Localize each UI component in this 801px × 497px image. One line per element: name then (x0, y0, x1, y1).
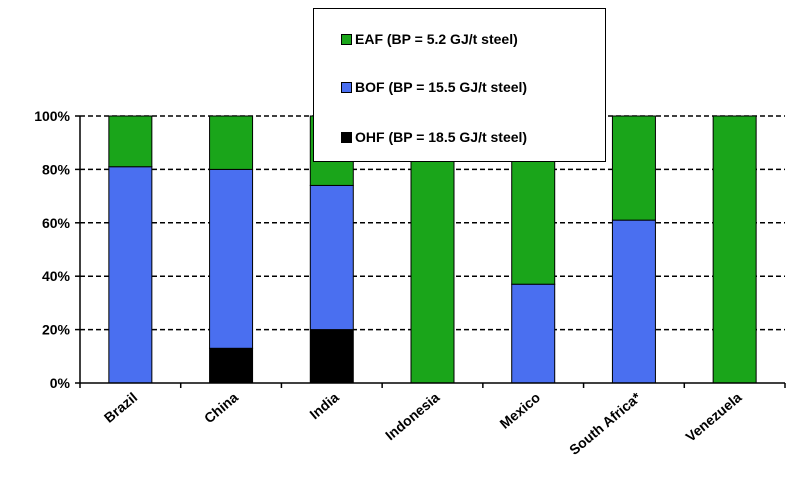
y-tick-label: 40% (42, 268, 71, 284)
legend-item-ohf: OHF (BP = 18.5 GJ/t steel) (341, 129, 527, 145)
y-tick-label: 80% (42, 161, 71, 177)
bar-segment (209, 168, 254, 349)
bar-segment (108, 115, 153, 168)
bar-segment (309, 329, 354, 384)
bar-segment (309, 184, 354, 331)
legend-swatch-eaf (341, 33, 352, 45)
x-tick-label: India (306, 389, 341, 422)
bar-segment (209, 115, 254, 170)
x-tick-label: Venezuela (682, 389, 744, 445)
bar-segment (511, 283, 556, 384)
legend-swatch-bof (341, 81, 352, 93)
legend-label-eaf: EAF (BP = 5.2 GJ/t steel) (355, 31, 518, 47)
legend-swatch-ohf (341, 131, 352, 143)
y-tick-labels: 0% 20% 40% 60% 80% 100% (34, 108, 70, 391)
x-tick-label: China (201, 389, 241, 426)
axes (79, 116, 785, 384)
bar-segment (611, 219, 656, 384)
bar-segment (209, 347, 254, 384)
x-tick-label: Mexico (496, 389, 543, 432)
legend: EAF (BP = 5.2 GJ/t steel) BOF (BP = 15.5… (313, 8, 606, 162)
y-tick-label: 20% (42, 322, 71, 338)
x-tick-labels: Brazil China India Indonesia Mexico South Afr… (79, 383, 786, 458)
legend-item-bof: BOF (BP = 15.5 GJ/t steel) (341, 79, 527, 95)
bar-segment (611, 115, 656, 221)
y-tick-label: 60% (42, 215, 71, 231)
x-tick-label: Indonesia (382, 389, 443, 443)
y-tick-label: 0% (50, 375, 71, 391)
legend-label-ohf: OHF (BP = 18.5 GJ/t steel) (355, 129, 528, 145)
x-tick-label: South Africa* (566, 389, 644, 458)
legend-label-bof: BOF (BP = 15.5 GJ/t steel) (355, 79, 528, 95)
bar-segment (712, 115, 757, 384)
bar-segment (108, 166, 153, 384)
x-tick-label: Brazil (101, 389, 140, 426)
legend-item-eaf: EAF (BP = 5.2 GJ/t steel) (341, 31, 518, 47)
bars (108, 115, 757, 384)
y-tick-label: 100% (34, 108, 70, 124)
